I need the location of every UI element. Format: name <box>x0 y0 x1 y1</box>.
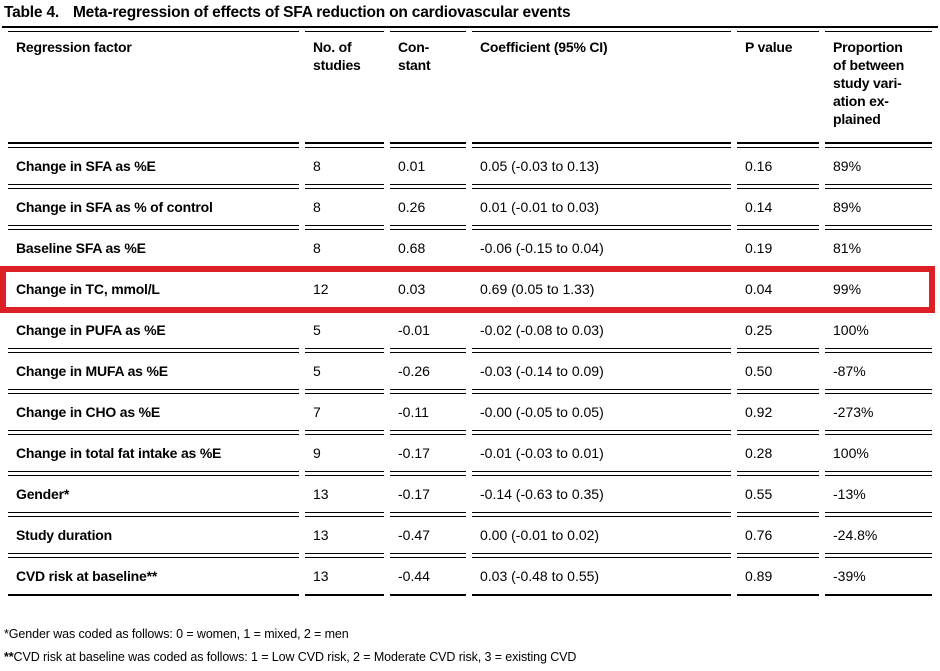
cell-constant: -0.44 <box>390 557 466 596</box>
table-row: Change in PUFA as %E 5 -0.01 -0.02 (-0.08 t… <box>8 311 932 349</box>
footnote-text: CVD risk at baseline was coded as follow… <box>13 650 577 664</box>
cell-constant: -0.17 <box>390 475 466 513</box>
cell-constant: -0.47 <box>390 516 466 554</box>
cell-coefficient: 0.05 (-0.03 to 0.13) <box>472 147 731 185</box>
cell-p: 0.16 <box>737 147 819 185</box>
footnote-text: Gender was coded as follows: 0 = women, … <box>8 627 349 641</box>
cell-p: 0.28 <box>737 434 819 472</box>
cell-p: 0.14 <box>737 188 819 226</box>
cell-factor: Change in PUFA as %E <box>8 311 299 349</box>
cell-coefficient: 0.01 (-0.01 to 0.03) <box>472 188 731 226</box>
footnote: **CVD risk at baseline was coded as foll… <box>4 646 940 669</box>
cell-factor: Baseline SFA as %E <box>8 229 299 267</box>
table-row: Change in MUFA as %E 5 -0.26 -0.03 (-0.14 t… <box>8 352 932 390</box>
cell-p: 0.89 <box>737 557 819 596</box>
table-header-row: Regression factor No. of studies Con- stan… <box>8 31 932 144</box>
cell-coefficient: -0.03 (-0.14 to 0.09) <box>472 352 731 390</box>
footnote: *Gender was coded as follows: 0 = women,… <box>4 623 940 646</box>
cell-p: 0.50 <box>737 352 819 390</box>
cell-factor: Change in TC, mmol/L <box>8 270 299 308</box>
table-row: Study duration 13 -0.47 0.00 (-0.01 to 0.02… <box>8 516 932 554</box>
table-row: Change in SFA as % of control 8 0.26 0.01 (… <box>8 188 932 226</box>
cell-factor: Change in SFA as %E <box>8 147 299 185</box>
table-row: Change in total fat intake as %E 9 -0.17 -0… <box>8 434 932 472</box>
column-header-factor: Regression factor <box>8 31 299 144</box>
cell-constant: -0.26 <box>390 352 466 390</box>
table-title: Table 4. Meta-regression of effects of SF… <box>2 0 938 28</box>
table-row: Change in CHO as %E 7 -0.11 -0.00 (-0.05 to… <box>8 393 932 431</box>
column-header-proportion: Proportion of between study vari- ation … <box>825 31 932 144</box>
cell-proportion: 99% <box>825 270 932 308</box>
meta-regression-table: Regression factor No. of studies Con- stan… <box>2 28 938 599</box>
cell-proportion: -24.8% <box>825 516 932 554</box>
cell-p: 0.04 <box>737 270 819 308</box>
cell-coefficient: 0.69 (0.05 to 1.33) <box>472 270 731 308</box>
cell-p: 0.25 <box>737 311 819 349</box>
table-row: CVD risk at baseline** 13 -0.44 0.03 (-0.48… <box>8 557 932 596</box>
table-row: Change in SFA as %E 8 0.01 0.05 (-0.03 to 0… <box>8 147 932 185</box>
column-header-coefficient: Coefficient (95% CI) <box>472 31 731 144</box>
cell-proportion: -87% <box>825 352 932 390</box>
table-title-label: Table 4. <box>4 4 59 21</box>
cell-proportion: 81% <box>825 229 932 267</box>
cell-n: 5 <box>305 352 384 390</box>
column-header-constant: Con- stant <box>390 31 466 144</box>
cell-factor: CVD risk at baseline** <box>8 557 299 596</box>
footnote-marker: * <box>4 627 9 641</box>
cell-proportion: 100% <box>825 434 932 472</box>
cell-p: 0.76 <box>737 516 819 554</box>
cell-n: 7 <box>305 393 384 431</box>
cell-n: 13 <box>305 557 384 596</box>
cell-p: 0.19 <box>737 229 819 267</box>
cell-n: 8 <box>305 229 384 267</box>
table-row: Change in TC, mmol/L 12 0.03 0.69 (0.05 to … <box>8 270 932 308</box>
cell-constant: 0.01 <box>390 147 466 185</box>
cell-proportion: -13% <box>825 475 932 513</box>
cell-n: 13 <box>305 516 384 554</box>
table-title-text: Meta-regression of effects of SFA reduct… <box>72 4 571 21</box>
cell-coefficient: -0.01 (-0.03 to 0.01) <box>472 434 731 472</box>
table-header: Regression factor No. of studies Con- stan… <box>8 31 932 144</box>
cell-constant: -0.01 <box>390 311 466 349</box>
cell-coefficient: -0.14 (-0.63 to 0.35) <box>472 475 731 513</box>
cell-constant: 0.26 <box>390 188 466 226</box>
cell-p: 0.55 <box>737 475 819 513</box>
cell-constant: 0.68 <box>390 229 466 267</box>
cell-proportion: 100% <box>825 311 932 349</box>
cell-factor: Study duration <box>8 516 299 554</box>
column-header-p: P value <box>737 31 819 144</box>
cell-n: 12 <box>305 270 384 308</box>
cell-constant: 0.03 <box>390 270 466 308</box>
column-header-n: No. of studies <box>305 31 384 144</box>
cell-constant: -0.17 <box>390 434 466 472</box>
cell-factor: Change in total fat intake as %E <box>8 434 299 472</box>
cell-n: 13 <box>305 475 384 513</box>
footnotes: *Gender was coded as follows: 0 = women,… <box>4 623 940 669</box>
cell-n: 8 <box>305 147 384 185</box>
cell-n: 9 <box>305 434 384 472</box>
table-row: Gender* 13 -0.17 -0.14 (-0.63 to 0.35) 0.55-… <box>8 475 932 513</box>
cell-proportion: -273% <box>825 393 932 431</box>
table-row: Baseline SFA as %E 8 0.68 -0.06 (-0.15 to 0… <box>8 229 932 267</box>
cell-factor: Change in SFA as % of control <box>8 188 299 226</box>
cell-factor: Change in CHO as %E <box>8 393 299 431</box>
cell-coefficient: 0.00 (-0.01 to 0.02) <box>472 516 731 554</box>
cell-constant: -0.11 <box>390 393 466 431</box>
cell-coefficient: -0.06 (-0.15 to 0.04) <box>472 229 731 267</box>
cell-p: 0.92 <box>737 393 819 431</box>
cell-proportion: 89% <box>825 188 932 226</box>
cell-factor: Change in MUFA as %E <box>8 352 299 390</box>
cell-proportion: -39% <box>825 557 932 596</box>
table-body: Change in SFA as %E 8 0.01 0.05 (-0.03 to 0… <box>8 147 932 596</box>
cell-coefficient: -0.00 (-0.05 to 0.05) <box>472 393 731 431</box>
cell-proportion: 89% <box>825 147 932 185</box>
cell-n: 8 <box>305 188 384 226</box>
footnote-marker: ** <box>4 650 14 664</box>
cell-coefficient: 0.03 (-0.48 to 0.55) <box>472 557 731 596</box>
cell-factor: Gender* <box>8 475 299 513</box>
cell-n: 5 <box>305 311 384 349</box>
cell-coefficient: -0.02 (-0.08 to 0.03) <box>472 311 731 349</box>
